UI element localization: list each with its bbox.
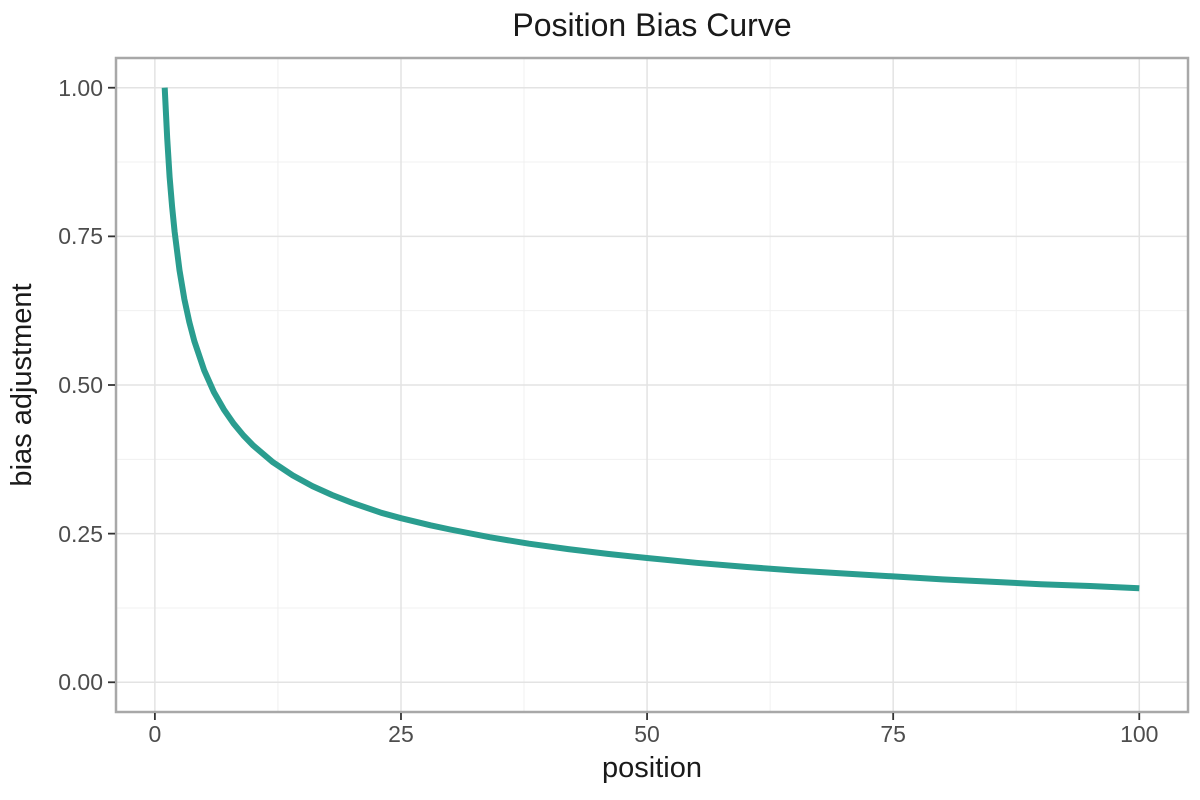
- chart-title: Position Bias Curve: [512, 7, 792, 43]
- x-axis-title: position: [602, 752, 702, 784]
- bias-curve: [161, 87, 1140, 592]
- y-tick-label: 0.00: [58, 669, 103, 696]
- x-tick-label: 0: [148, 721, 162, 747]
- y-axis-title: bias adjustment: [6, 283, 38, 487]
- y-tick-label: 0.50: [58, 372, 103, 398]
- y-tick-label: 0.25: [58, 520, 103, 547]
- x-tick-label: 25: [388, 721, 414, 747]
- y-tick-label: 0.75: [58, 223, 103, 250]
- panel-border: [114, 56, 1190, 714]
- y-tick-label: 1.00: [58, 74, 103, 101]
- x-tick-label: 75: [880, 721, 906, 747]
- x-tick-label: 100: [1120, 721, 1159, 747]
- x-tick-label: 50: [634, 721, 660, 747]
